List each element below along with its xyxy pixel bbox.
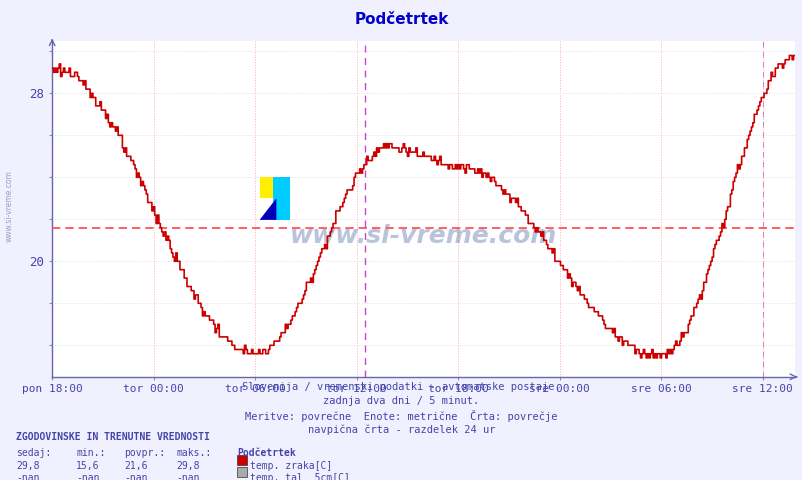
Text: 29,8: 29,8 (16, 461, 39, 471)
Text: ZGODOVINSKE IN TRENUTNE VREDNOSTI: ZGODOVINSKE IN TRENUTNE VREDNOSTI (16, 432, 209, 442)
Polygon shape (259, 198, 276, 220)
Text: Slovenija / vremenski podatki - avtomatske postaje.: Slovenija / vremenski podatki - avtomats… (242, 382, 560, 392)
Text: min.:: min.: (76, 448, 106, 458)
Bar (273, 177, 290, 220)
Text: -nan: -nan (176, 473, 200, 480)
Text: temp. tal  5cm[C]: temp. tal 5cm[C] (249, 473, 349, 480)
Text: -nan: -nan (76, 473, 99, 480)
Text: 15,6: 15,6 (76, 461, 99, 471)
Text: temp. zraka[C]: temp. zraka[C] (249, 461, 331, 471)
Text: -nan: -nan (124, 473, 148, 480)
Text: 21,6: 21,6 (124, 461, 148, 471)
Text: zadnja dva dni / 5 minut.: zadnja dva dni / 5 minut. (323, 396, 479, 406)
Text: -nan: -nan (16, 473, 39, 480)
Text: navpična črta - razdelek 24 ur: navpična črta - razdelek 24 ur (307, 425, 495, 435)
Bar (259, 177, 276, 198)
Text: sedaj:: sedaj: (16, 448, 51, 458)
Text: Podčetrtek: Podčetrtek (354, 12, 448, 27)
Text: www.si-vreme.com: www.si-vreme.com (5, 170, 14, 242)
Text: Podčetrtek: Podčetrtek (237, 448, 295, 458)
Text: 29,8: 29,8 (176, 461, 200, 471)
Text: povpr.:: povpr.: (124, 448, 165, 458)
Text: Meritve: povrečne  Enote: metrične  Črta: povrečje: Meritve: povrečne Enote: metrične Črta: … (245, 410, 557, 422)
Text: maks.:: maks.: (176, 448, 212, 458)
Text: www.si-vreme.com: www.si-vreme.com (290, 224, 557, 248)
